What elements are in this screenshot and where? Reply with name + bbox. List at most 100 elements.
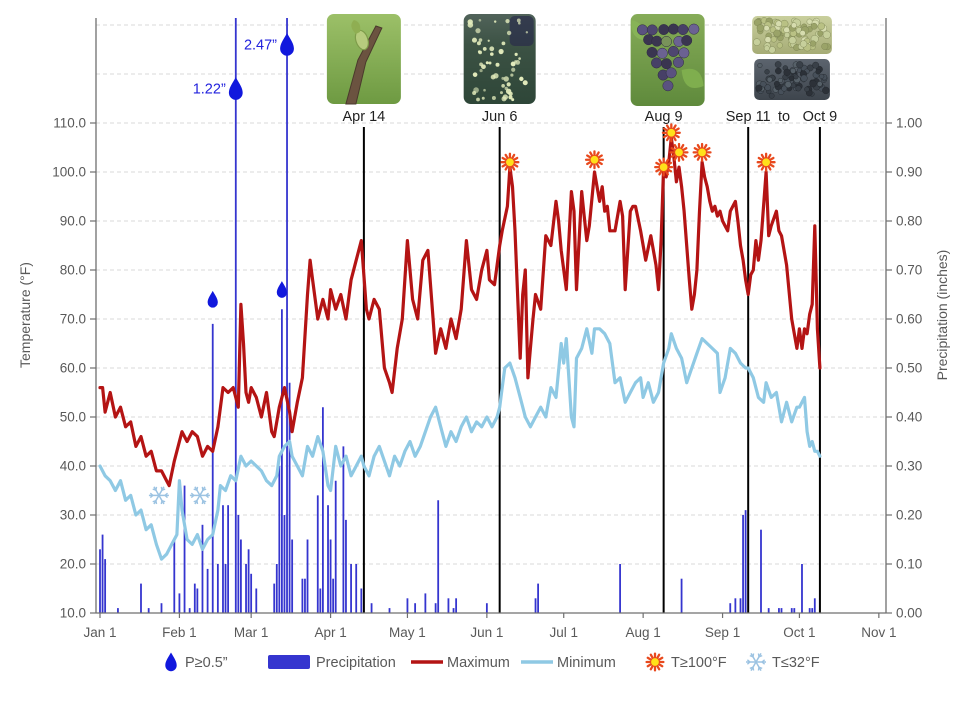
x-tick-label: Mar 1	[234, 625, 269, 640]
x-tick-label: Jul 1	[549, 625, 578, 640]
snowflake-arm	[153, 495, 160, 505]
harvest-dark-grapes-photo	[754, 59, 830, 100]
grape-berry	[776, 42, 783, 49]
harvest-white-grapes-photo	[752, 16, 832, 54]
flower-speck	[485, 61, 489, 65]
sun-ray	[597, 161, 603, 166]
flower-speck	[501, 84, 505, 88]
grape-berry	[788, 75, 795, 82]
grape-berry	[774, 61, 782, 68]
grape-berry	[660, 58, 672, 70]
sun-ray	[658, 663, 664, 668]
photo-shadow-corner	[509, 16, 534, 46]
grape-berry	[800, 74, 808, 82]
snowflake-barb	[202, 499, 207, 503]
grape-berry	[809, 79, 817, 88]
flower-speck	[522, 80, 528, 86]
sun-ray	[680, 143, 685, 150]
grape-berry	[806, 18, 813, 25]
flower-speck	[493, 20, 497, 23]
x-tick-label: Aug 1	[626, 625, 661, 640]
axes: 10.0 20.0 30.0 40.0 50.0 60.0 70.0 80.0 90.0 100.…	[17, 18, 950, 640]
sun-ray	[665, 124, 671, 130]
max-temperature-line	[98, 136, 822, 488]
legend-label: P≥0.5”	[185, 655, 228, 671]
flower-speck	[525, 31, 529, 34]
sun-ray	[504, 165, 509, 171]
sun-ray	[589, 162, 594, 169]
left-tick-label: 20.0	[60, 557, 86, 572]
flower-speck	[478, 18, 482, 22]
flower-speck	[490, 52, 494, 56]
flower-speck	[512, 62, 516, 66]
sun-ray	[767, 153, 772, 160]
right-tick-label: 0.50	[896, 361, 922, 376]
sun-core	[658, 162, 669, 173]
left-tick-label: 80.0	[60, 263, 86, 278]
sun-ray	[693, 147, 700, 152]
snowflake-marker	[148, 486, 169, 505]
raindrop-marker	[276, 281, 288, 298]
flower-speck	[516, 18, 521, 23]
sun-ray	[760, 165, 765, 171]
grape-berry	[681, 35, 693, 46]
sun-ray	[595, 162, 600, 169]
sun-ray	[511, 165, 516, 171]
sun-ray	[597, 154, 603, 159]
grape-berry	[646, 24, 658, 36]
sun-ray	[760, 153, 765, 160]
x-tick-label: Nov 1	[861, 625, 896, 640]
sun-core	[697, 147, 708, 158]
rain-markers: 1.22” 2.47”	[193, 33, 294, 308]
phenology-range-connector: to	[778, 109, 790, 125]
sun-ray	[649, 653, 654, 659]
grape-berry	[658, 24, 670, 35]
grape-berry	[800, 40, 808, 48]
snowflake-arm	[199, 486, 206, 496]
sun-ray	[501, 156, 507, 161]
flower-speck	[519, 76, 524, 82]
sun-ray	[646, 663, 652, 668]
sun-ray	[693, 153, 700, 158]
flower-speck	[478, 38, 483, 42]
flower-speck	[491, 95, 496, 100]
legend-droplet-icon	[165, 652, 177, 672]
sun-ray	[672, 135, 677, 142]
legend-label: Maximum	[447, 655, 510, 671]
snowflake-barb	[149, 494, 154, 499]
sun-ray	[705, 153, 711, 158]
grape-berry	[822, 86, 830, 95]
left-tick-label: 90.0	[60, 214, 86, 229]
sun-ray	[705, 147, 711, 152]
grape-berry	[784, 81, 792, 88]
flower-speck	[506, 82, 511, 87]
flower-speck	[488, 61, 492, 65]
right-tick-label: 0.30	[896, 459, 922, 474]
grape-berry	[668, 23, 679, 35]
flower-speck	[511, 67, 516, 72]
flower-speck	[498, 48, 504, 55]
snowflake-arm	[194, 486, 201, 496]
sun-marker	[692, 142, 712, 162]
grape-berry	[817, 30, 824, 37]
snowflake-barb	[749, 654, 754, 658]
sun-ray	[655, 161, 661, 166]
grape-berry	[775, 67, 782, 75]
sun-ray	[662, 134, 669, 139]
flower-speck	[506, 30, 512, 36]
sun-ray	[512, 156, 519, 161]
min-temperature-line	[98, 327, 822, 561]
bloom-photo	[463, 14, 536, 104]
raindrop-shape	[280, 33, 294, 56]
left-tick-label: 30.0	[60, 508, 86, 523]
phenology-label: Apr 14	[343, 109, 386, 125]
grape-berry	[755, 84, 763, 92]
grape-berry	[667, 45, 679, 57]
grape-berry	[646, 46, 658, 58]
grape-berry	[756, 24, 765, 32]
flower-speck	[472, 72, 478, 77]
flower-speck	[515, 59, 521, 65]
flower-speck	[476, 97, 480, 102]
sun-ray	[703, 143, 708, 150]
sun-core	[589, 154, 600, 165]
